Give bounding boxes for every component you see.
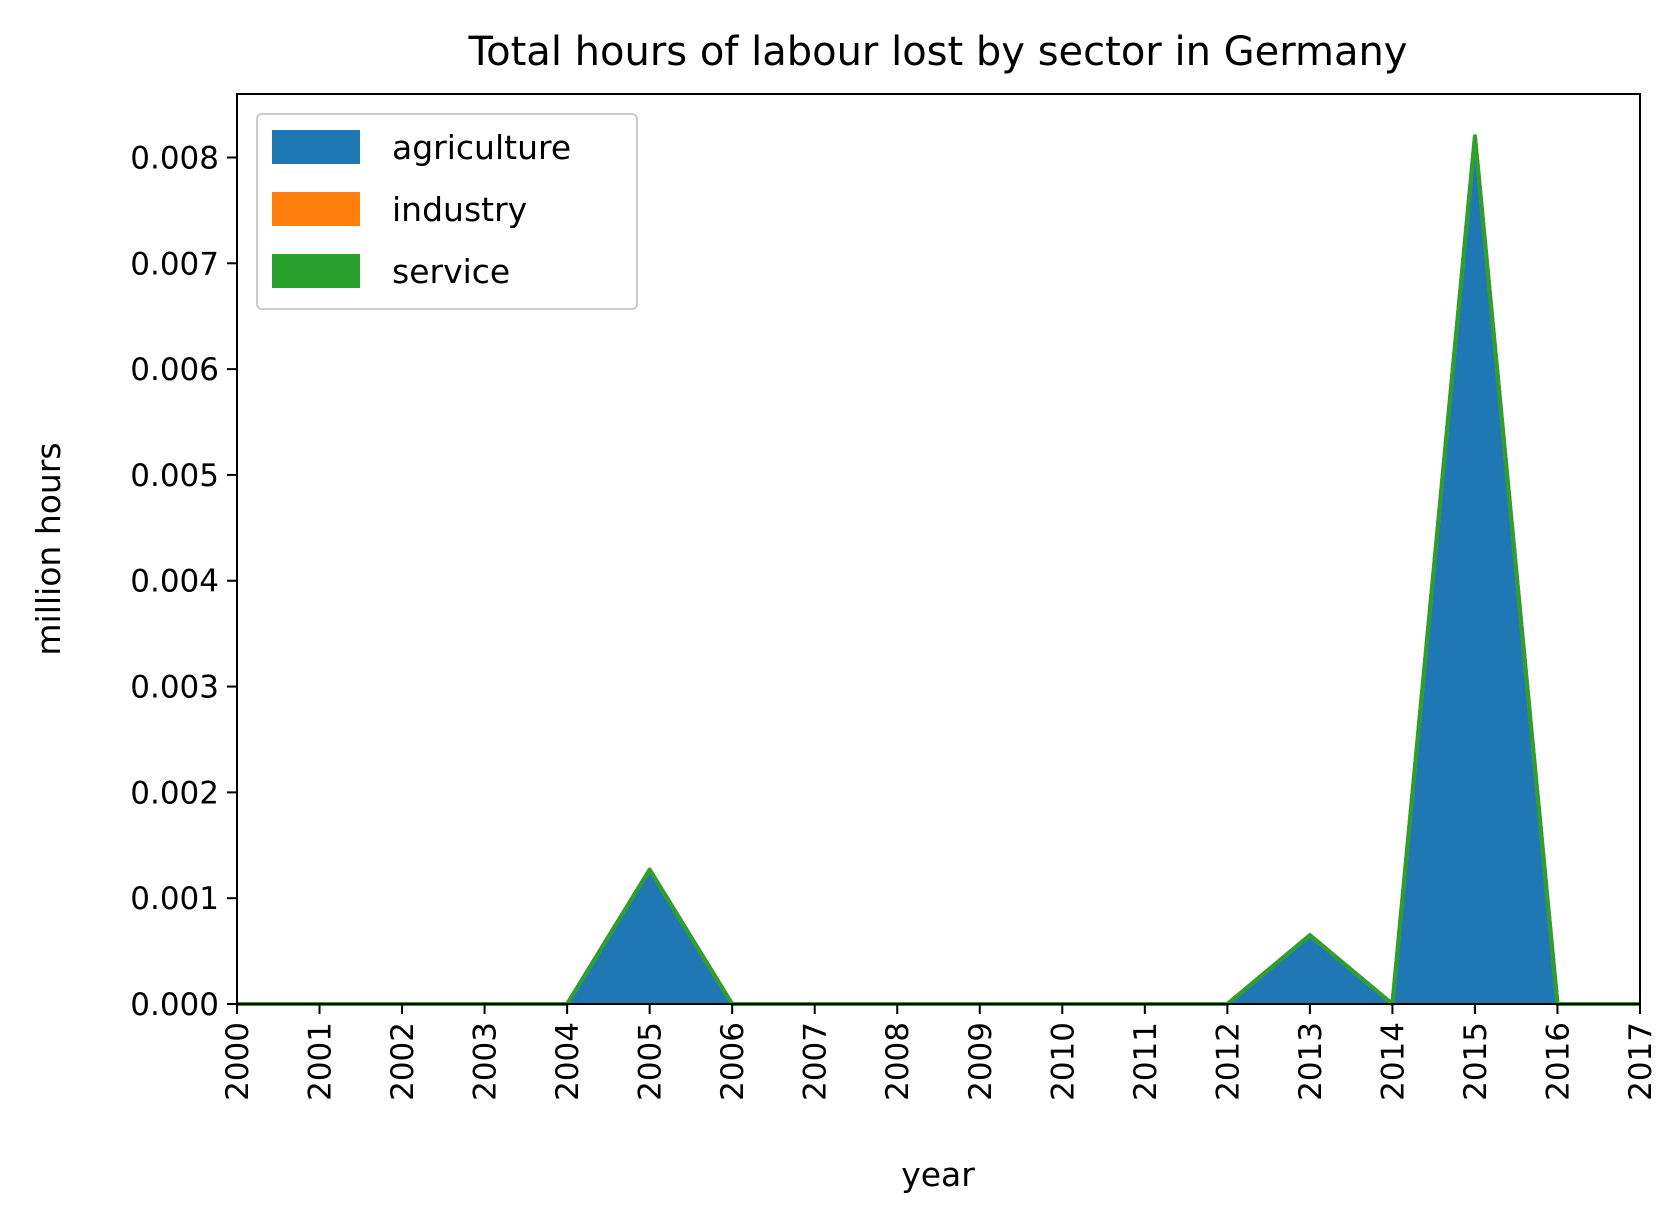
- legend-label-industry: industry: [392, 190, 527, 229]
- x-tick-label: 2017: [1623, 1022, 1659, 1101]
- legend-label-service: service: [392, 252, 510, 291]
- legend-swatch-agriculture: [272, 130, 360, 164]
- x-tick-label: 2013: [1293, 1022, 1329, 1101]
- y-tick-label: 0.007: [130, 246, 219, 282]
- x-tick-label: 2015: [1458, 1022, 1494, 1101]
- chart-title: Total hours of labour lost by sector in …: [468, 29, 1408, 75]
- x-tick-label: 2006: [715, 1022, 751, 1101]
- x-tick-label: 2005: [633, 1022, 669, 1101]
- x-axis: 2000 2001 2002 2003 2004 2005 2006 2007 2008 2009…: [220, 1004, 1659, 1101]
- area-layers: [237, 136, 1640, 1005]
- x-tick-label: 2016: [1540, 1022, 1576, 1101]
- y-tick-label: 0.001: [130, 881, 219, 917]
- x-tick-label: 2003: [468, 1022, 504, 1101]
- y-tick-label: 0.008: [130, 140, 219, 176]
- x-tick-label: 2010: [1045, 1022, 1081, 1101]
- x-tick-label: 2014: [1375, 1022, 1411, 1101]
- legend: agriculture industry service: [256, 113, 638, 310]
- y-axis: 0.000 0.001 0.002 0.003 0.004 0.005 0.006 0.007…: [130, 140, 237, 1023]
- area-agriculture: [237, 136, 1640, 1005]
- x-tick-label: 2001: [303, 1022, 339, 1101]
- y-tick-label: 0.005: [130, 458, 219, 494]
- y-tick-label: 0.006: [130, 352, 219, 388]
- plot-frame: [236, 93, 1641, 1005]
- legend-label-agriculture: agriculture: [392, 128, 571, 167]
- legend-swatch-service: [272, 254, 360, 288]
- x-tick-label: 2004: [550, 1022, 586, 1101]
- y-tick-label: 0.003: [130, 670, 219, 706]
- x-axis-label: year: [901, 1155, 975, 1194]
- x-tick-label: 2000: [220, 1022, 256, 1101]
- x-tick-label: 2012: [1210, 1022, 1246, 1101]
- x-tick-label: 2011: [1128, 1022, 1164, 1101]
- x-tick-label: 2002: [385, 1022, 421, 1101]
- y-axis-label: million hours: [29, 442, 68, 655]
- x-tick-label: 2009: [963, 1022, 999, 1101]
- y-tick-label: 0.004: [130, 564, 219, 600]
- x-tick-label: 2007: [798, 1022, 834, 1101]
- y-tick-label: 0.002: [130, 775, 219, 811]
- x-tick-label: 2008: [880, 1022, 916, 1101]
- y-tick-label: 0.000: [130, 987, 219, 1023]
- legend-swatch-industry: [272, 192, 360, 226]
